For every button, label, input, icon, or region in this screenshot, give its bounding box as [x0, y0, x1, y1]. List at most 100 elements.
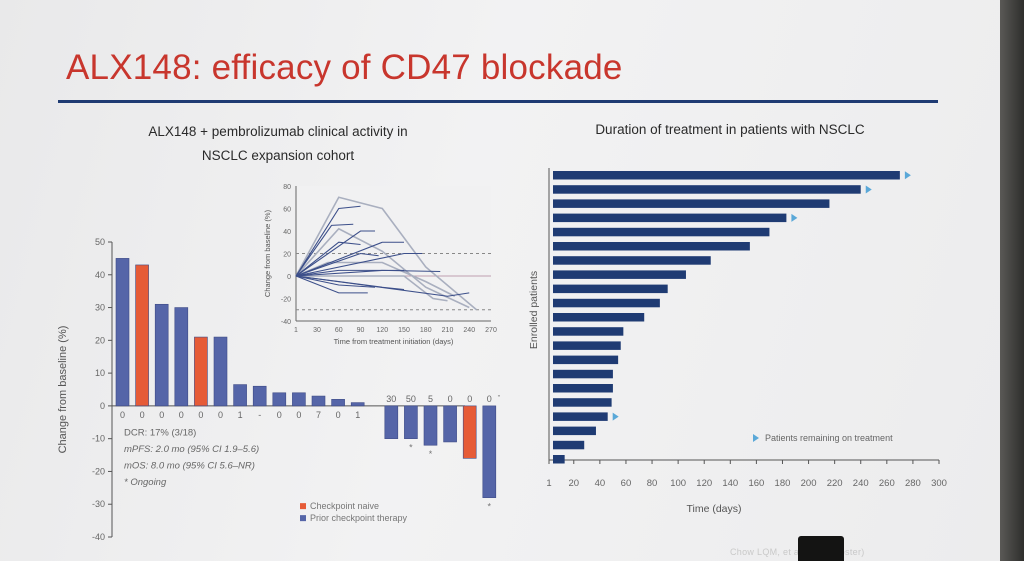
waterfall-bar: [154, 303, 169, 407]
waterfall-ongoing-mark: *: [409, 443, 413, 453]
spider-series-line: [295, 205, 361, 277]
duration-chart: 1 20 40 60 80 100 120 140 160 180 200 220 240 260 280 3…: [528, 168, 947, 515]
duration-bar: [553, 313, 645, 322]
waterfall-title-line1: ALX148 + pembrolizumab clinical activity…: [148, 124, 408, 139]
duration-x-tick-label: 200: [801, 478, 817, 489]
waterfall-tps-label: 0: [296, 410, 301, 420]
waterfall-bar: [115, 258, 130, 407]
waterfall-bar: [233, 384, 247, 407]
duration-bar: [553, 256, 711, 265]
duration-bar: [553, 298, 660, 308]
duration-legend-arrow: [753, 434, 759, 442]
waterfall-y-tick-label: 20: [95, 335, 105, 345]
duration-ongoing-arrow: [904, 171, 911, 180]
duration-bar: [553, 455, 565, 464]
duration-x-tick-label: 160: [748, 478, 764, 489]
waterfall-tps-label: 0: [120, 410, 125, 420]
duration-x-tick-label: 100: [670, 478, 686, 489]
spider-series-line: [295, 196, 478, 311]
footer-reference: Chow LQM, et al. 2019 (poster): [730, 547, 865, 557]
waterfall-tps-label: 50: [406, 394, 416, 404]
duration-bar: [553, 412, 608, 421]
duration-bar: [553, 227, 770, 237]
waterfall-bar: [462, 405, 477, 459]
waterfall-y-tick-label: -40: [92, 532, 105, 542]
waterfall-tps-label: 0: [179, 410, 184, 420]
spider-series-line: [296, 275, 448, 302]
spider-x-tick-label: 240: [463, 327, 475, 334]
spider-y-tick-label: 20: [283, 252, 291, 259]
projector-screen-edge: [1000, 0, 1024, 561]
spider-y-tick-label: 0: [287, 274, 291, 281]
spider-x-tick-label: 210: [442, 327, 454, 334]
waterfall-bar: [292, 392, 306, 407]
spider-series-line: [295, 230, 376, 277]
waterfall-tps-label: 0: [218, 410, 223, 420]
waterfall-bar: [423, 405, 438, 446]
waterfall-tps-label: 30: [386, 394, 396, 404]
waterfall-tps-label: 0: [140, 410, 145, 420]
waterfall-bar: [350, 402, 365, 407]
spider-x-tick-label: 150: [398, 327, 410, 334]
waterfall-y-axis-label: Change from baseline (%): [57, 326, 69, 454]
spider-y-axis-label: Change from baseline (%): [263, 209, 272, 297]
spider-series-line: [295, 269, 441, 277]
waterfall-bar: [272, 392, 287, 407]
duration-x-tick-label: 20: [568, 478, 579, 489]
waterfall-bar: [443, 405, 457, 443]
waterfall-legend-label: Checkpoint naive: [310, 501, 379, 511]
waterfall-tps-label: 0: [467, 394, 472, 404]
title-rule: [58, 100, 938, 103]
waterfall-legend-label: Prior checkpoint therapy: [310, 513, 408, 523]
waterfall-stat-line: mOS: 8.0 mo (95% CI 5.6–NR): [124, 460, 255, 471]
spider-series-line: [295, 241, 361, 277]
audience-head-silhouette: [798, 536, 844, 561]
waterfall-tps-label: 7: [316, 410, 321, 420]
waterfall-tps-label: 1: [355, 410, 360, 420]
waterfall-tps-label: 0: [159, 410, 164, 420]
spider-plot-inset: -40 -20 0 20 40 60 80 1 30 60 90 120 150 180 210 240 270…: [263, 184, 497, 346]
waterfall-y-tick-label: 50: [95, 237, 105, 247]
duration-x-axis-label: Time (days): [686, 503, 741, 515]
spider-series-line: [295, 275, 470, 297]
spider-series-line: [295, 252, 379, 277]
waterfall-stat-line: mPFS: 2.0 mo (95% CI 1.9–5.6): [124, 444, 259, 455]
waterfall-y-tick-label: 0: [100, 401, 105, 411]
duration-bar: [553, 213, 787, 223]
spider-x-tick-label: 60: [335, 327, 343, 334]
waterfall-tps-label: 0: [277, 410, 282, 420]
duration-x-tick-label: 1: [546, 478, 551, 489]
waterfall-tps-label: 5: [428, 394, 433, 404]
waterfall-ongoing-mark: *: [488, 502, 492, 512]
spider-series-line: [295, 275, 368, 294]
waterfall-stat-line: DCR: 17% (3/18): [124, 427, 196, 438]
spider-y-tick-label: -40: [281, 319, 291, 326]
slide: ALX148: efficacy of CD47 blockade ALX148…: [0, 0, 1000, 561]
duration-bar: [553, 426, 596, 436]
spider-x-tick-label: 180: [420, 327, 432, 334]
waterfall-y-tick-label: -30: [92, 499, 105, 509]
duration-bar: [553, 242, 750, 251]
spider-series-line: [295, 227, 470, 309]
waterfall-tps-label: 0: [198, 410, 203, 420]
duration-x-tick-label: 260: [879, 478, 895, 489]
duration-y-axis-label: Enrolled patients: [528, 271, 540, 349]
waterfall-y-tick-label: 40: [95, 270, 105, 280]
spider-x-tick-label: 1: [294, 327, 298, 334]
duration-ongoing-arrow: [791, 213, 798, 222]
spider-x-tick-label: 90: [357, 327, 365, 334]
duration-bar: [553, 284, 668, 294]
waterfall-tps-label: 0: [336, 410, 341, 420]
spider-x-axis-label: Time from treatment initiation (days): [334, 337, 454, 346]
waterfall-y-tick-label: -10: [92, 434, 105, 444]
waterfall-y-tick-label: 30: [95, 303, 105, 313]
duration-x-tick-label: 280: [905, 478, 921, 489]
duration-bar: [553, 369, 613, 379]
spider-x-tick-label: 30: [313, 327, 321, 334]
waterfall-bar: [384, 405, 399, 439]
waterfall-bar: [252, 385, 267, 407]
waterfall-legend-swatch: [300, 515, 306, 522]
waterfall-stat-line: * Ongoing: [124, 477, 167, 488]
spider-series-line: [295, 275, 376, 288]
